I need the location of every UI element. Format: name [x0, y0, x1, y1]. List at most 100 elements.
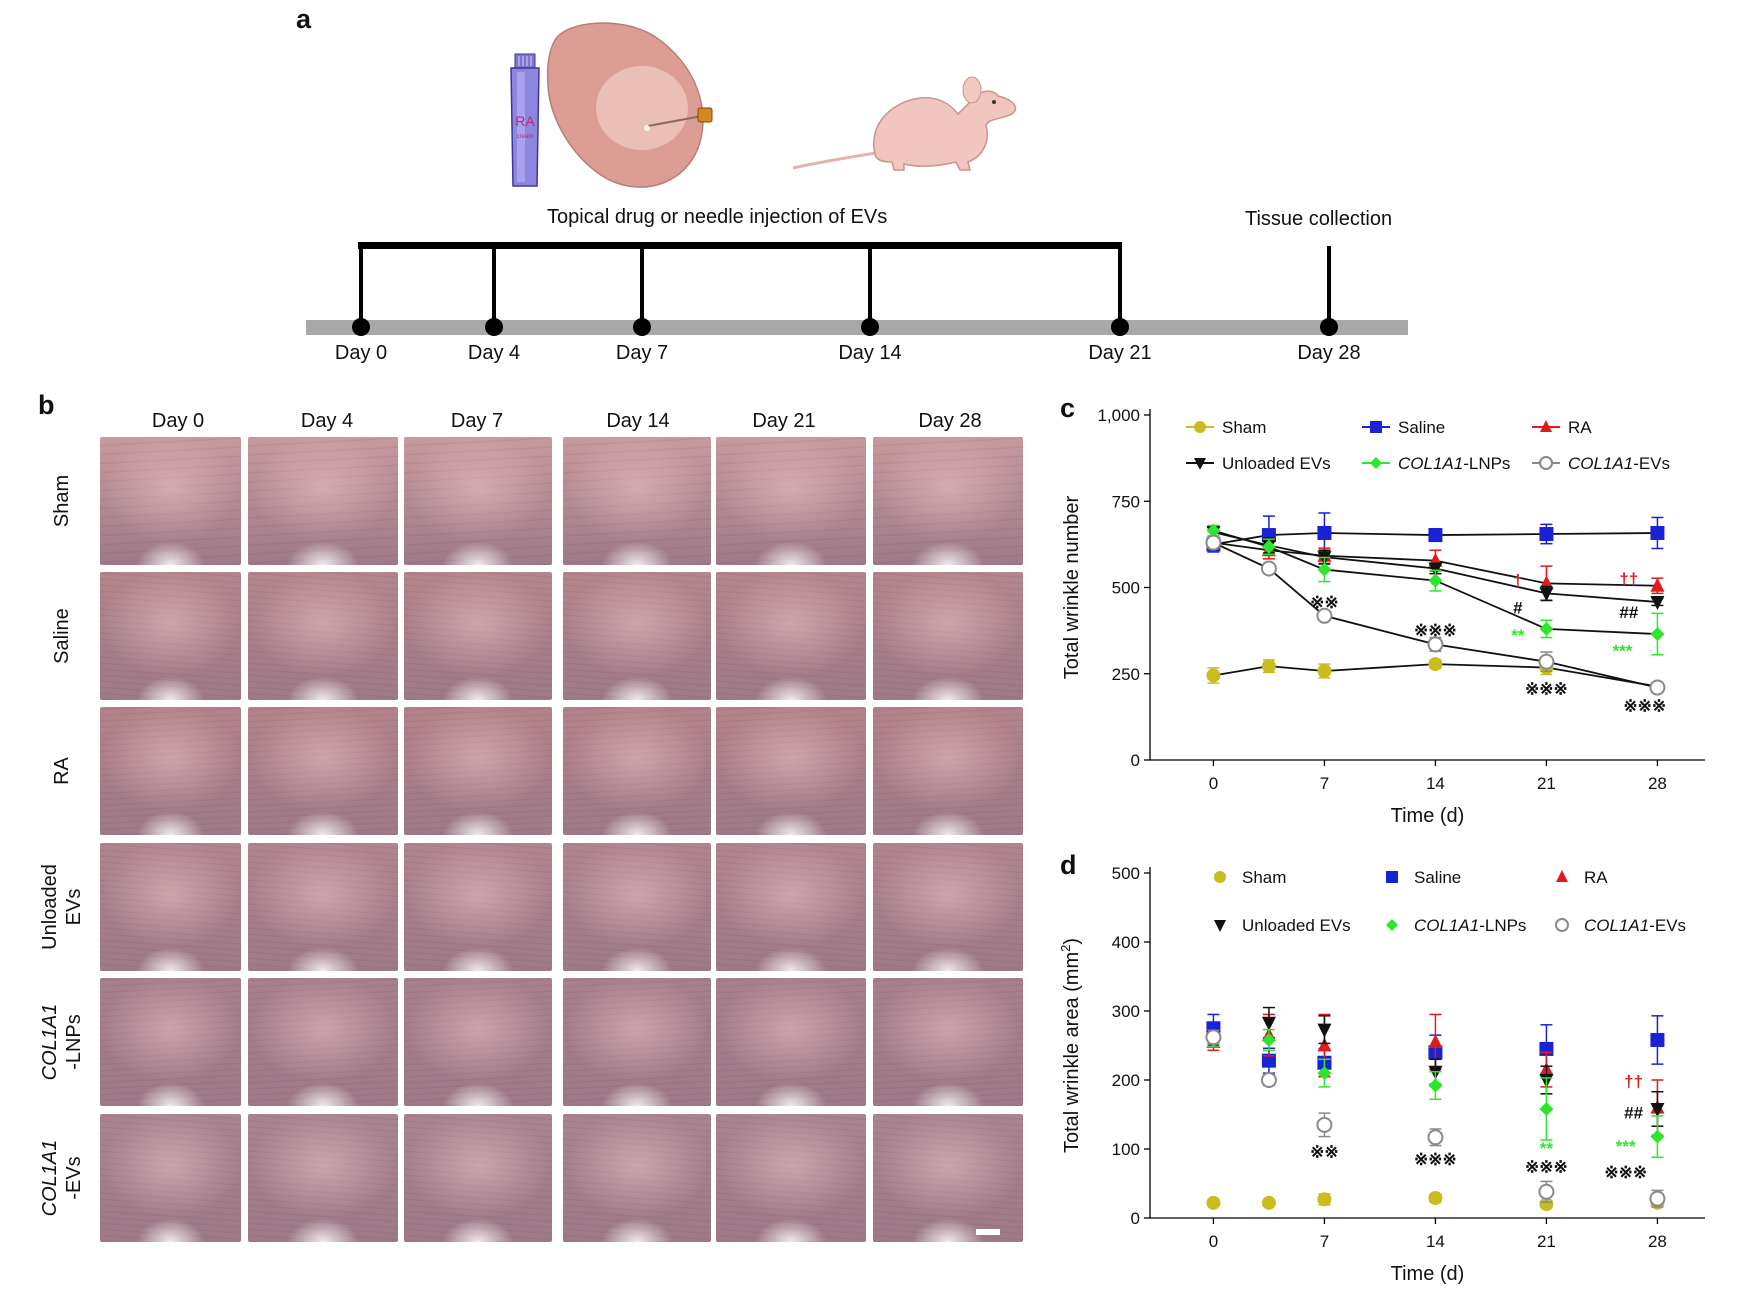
- data-point: [1650, 1129, 1665, 1144]
- significance-mark: ##: [1624, 1104, 1643, 1123]
- legend-label-italic: COL1A1: [1414, 916, 1479, 935]
- significance-mark: ***: [1613, 642, 1633, 661]
- skin-photo: [716, 1114, 866, 1242]
- treatment-bracket: [358, 242, 1122, 249]
- data-point: [1539, 1197, 1554, 1212]
- data-point: [1261, 1016, 1276, 1031]
- legend-label: Unloaded EVs: [1222, 454, 1331, 473]
- skin-photo: [873, 707, 1023, 835]
- panel-a-letter: a: [296, 4, 312, 34]
- legend-label: RA: [1584, 868, 1608, 887]
- series-sham: [1206, 657, 1665, 694]
- legend-label: COL1A1-LNPs: [1398, 454, 1510, 473]
- data-point: [1261, 1195, 1276, 1210]
- skin-photo: [248, 978, 398, 1106]
- data-point: [1317, 1023, 1332, 1038]
- skin-photo: [100, 1114, 241, 1242]
- timeline-day-label: Day 7: [615, 342, 669, 364]
- series-col1a1-lnps: [1206, 523, 1665, 656]
- legend-label-text: Saline: [1398, 418, 1445, 437]
- skin-photo: [563, 437, 711, 565]
- photo-column-header: Day 7: [450, 410, 504, 432]
- legend-marker: [1556, 870, 1568, 882]
- legend-label: Sham: [1242, 868, 1286, 887]
- legend-label-text: Saline: [1414, 868, 1461, 887]
- skin-photo: [563, 843, 711, 971]
- collection-caption: Tissue collection: [1245, 208, 1393, 230]
- significance-mark: †: [1513, 571, 1522, 590]
- x-axis-label: Time (d): [1391, 1263, 1465, 1285]
- data-point: [1428, 1190, 1443, 1205]
- x-tick-label: 7: [1320, 774, 1329, 793]
- photo-row-label-line: -EVs: [63, 1156, 85, 1200]
- x-tick-label: 21: [1537, 774, 1556, 793]
- y-axis-label-text: Total wrinkle number: [1061, 495, 1083, 679]
- data-point: [1260, 1072, 1277, 1088]
- data-point: [1428, 1034, 1443, 1049]
- x-axis-label: Time (d): [1391, 805, 1465, 827]
- significance-mark: ※※※: [1525, 679, 1568, 698]
- legend-label: Saline: [1414, 868, 1461, 887]
- y-axis-label: Total wrinkle number: [1061, 495, 1083, 679]
- treatment-caption: Topical drug or needle injection of EVs: [547, 206, 888, 228]
- series-saline: [1206, 512, 1665, 555]
- data-point: [1317, 663, 1332, 678]
- legend-label-italic: COL1A1: [1398, 454, 1463, 473]
- photo-column-header: Day 28: [918, 410, 982, 432]
- timepoint-marker: [352, 318, 370, 336]
- data-point: [1206, 668, 1221, 683]
- data-point: [1650, 595, 1665, 610]
- photo-column-header: Day 21: [752, 410, 816, 432]
- skin-photo: [563, 572, 711, 700]
- legend-label-text: RA: [1568, 418, 1592, 437]
- timeline-diagram: [306, 242, 1408, 336]
- y-axis-label-text: Total wrinkle area (mm: [1061, 952, 1083, 1153]
- scale-bar: [976, 1229, 1000, 1235]
- data-point: [1317, 1066, 1332, 1081]
- legend-marker: [1214, 920, 1226, 932]
- legend-marker: [1540, 420, 1552, 432]
- significance-mark: ※※※: [1414, 621, 1457, 640]
- legend-label: Sham: [1222, 418, 1266, 437]
- x-tick-label: 14: [1426, 774, 1445, 793]
- legend-label-text: Sham: [1222, 418, 1266, 437]
- photo-column-header: Day 0: [151, 410, 205, 432]
- data-point: [1317, 1192, 1332, 1207]
- significance-mark: **: [1540, 1139, 1554, 1158]
- significance-mark: ##: [1619, 603, 1638, 622]
- x-tick-label: 0: [1209, 774, 1218, 793]
- tube-label: RA: [515, 113, 535, 129]
- series-col1a1-evs: [1205, 1029, 1666, 1208]
- skin-photo: [716, 978, 866, 1106]
- data-point: [1205, 1029, 1222, 1046]
- skin-photo: [873, 843, 1023, 971]
- data-point: [1427, 636, 1444, 653]
- skin-photo: [404, 978, 552, 1106]
- legend-marker: [1539, 456, 1553, 470]
- data-point: [1205, 534, 1222, 551]
- significance-mark: ※※※: [1414, 1150, 1457, 1169]
- legend-marker: [1370, 421, 1382, 433]
- timepoint-marker: [633, 318, 651, 336]
- panel-b-letter: b: [38, 390, 55, 420]
- timepoint-marker: [1111, 318, 1129, 336]
- data-point: [1428, 573, 1443, 588]
- skin-photo: [563, 1114, 711, 1242]
- legend-marker: [1386, 871, 1398, 883]
- data-point: [1316, 607, 1333, 624]
- data-point: [1428, 1078, 1443, 1093]
- skin-photo: [563, 707, 711, 835]
- y-axis-label: Total wrinkle area (mm2): [1058, 938, 1083, 1153]
- legend-label-text: -LNPs: [1479, 916, 1526, 935]
- skin-photo: [873, 437, 1023, 565]
- photo-row-label-line: COL1A1: [39, 1139, 61, 1217]
- x-tick-label: 0: [1209, 1232, 1218, 1251]
- skin-photo: [248, 572, 398, 700]
- data-point: [1317, 1037, 1332, 1052]
- legend-marker: [1194, 458, 1206, 470]
- data-point: [1428, 528, 1443, 543]
- series-line: [1213, 541, 1658, 587]
- skin-photo: [716, 707, 866, 835]
- legend-label: COL1A1-EVs: [1584, 916, 1686, 935]
- y-tick-label: 750: [1112, 492, 1140, 511]
